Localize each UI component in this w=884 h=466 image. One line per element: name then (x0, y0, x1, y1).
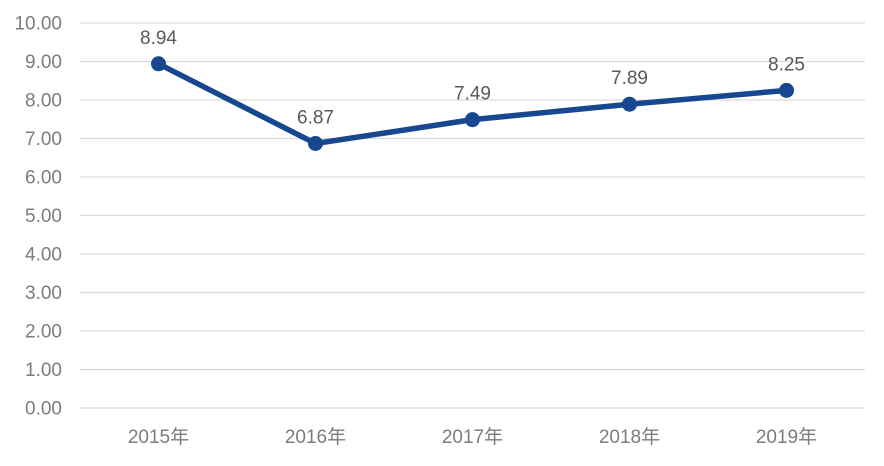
x-tick-label: 2018年 (599, 426, 660, 448)
data-point-marker (308, 136, 323, 152)
x-tick-label: 2017年 (442, 426, 503, 448)
data-point-marker (465, 112, 480, 128)
y-tick-label: 2.00 (25, 322, 62, 343)
y-tick-label: 1.00 (25, 360, 62, 381)
x-tick-label: 2016年 (285, 426, 346, 448)
data-point-marker (151, 56, 166, 72)
data-point-marker (622, 96, 637, 112)
y-tick-label: 5.00 (25, 206, 62, 227)
y-tick-label: 10.00 (14, 14, 62, 35)
data-point-label: 7.89 (611, 68, 648, 89)
data-point-marker (779, 82, 794, 98)
x-tick-label: 2019年 (756, 426, 817, 448)
y-tick-label: 8.00 (25, 91, 62, 112)
y-tick-label: 9.00 (25, 52, 62, 73)
data-point-label: 8.25 (768, 54, 805, 75)
y-tick-label: 4.00 (25, 245, 62, 266)
data-point-label: 7.49 (454, 84, 491, 105)
y-tick-label: 7.00 (25, 129, 62, 150)
y-tick-label: 3.00 (25, 283, 62, 304)
y-tick-label: 0.00 (25, 399, 62, 420)
y-tick-label: 6.00 (25, 168, 62, 189)
x-tick-label: 2015年 (128, 426, 189, 448)
data-point-label: 8.94 (140, 28, 177, 49)
data-point-label: 6.87 (297, 108, 334, 129)
